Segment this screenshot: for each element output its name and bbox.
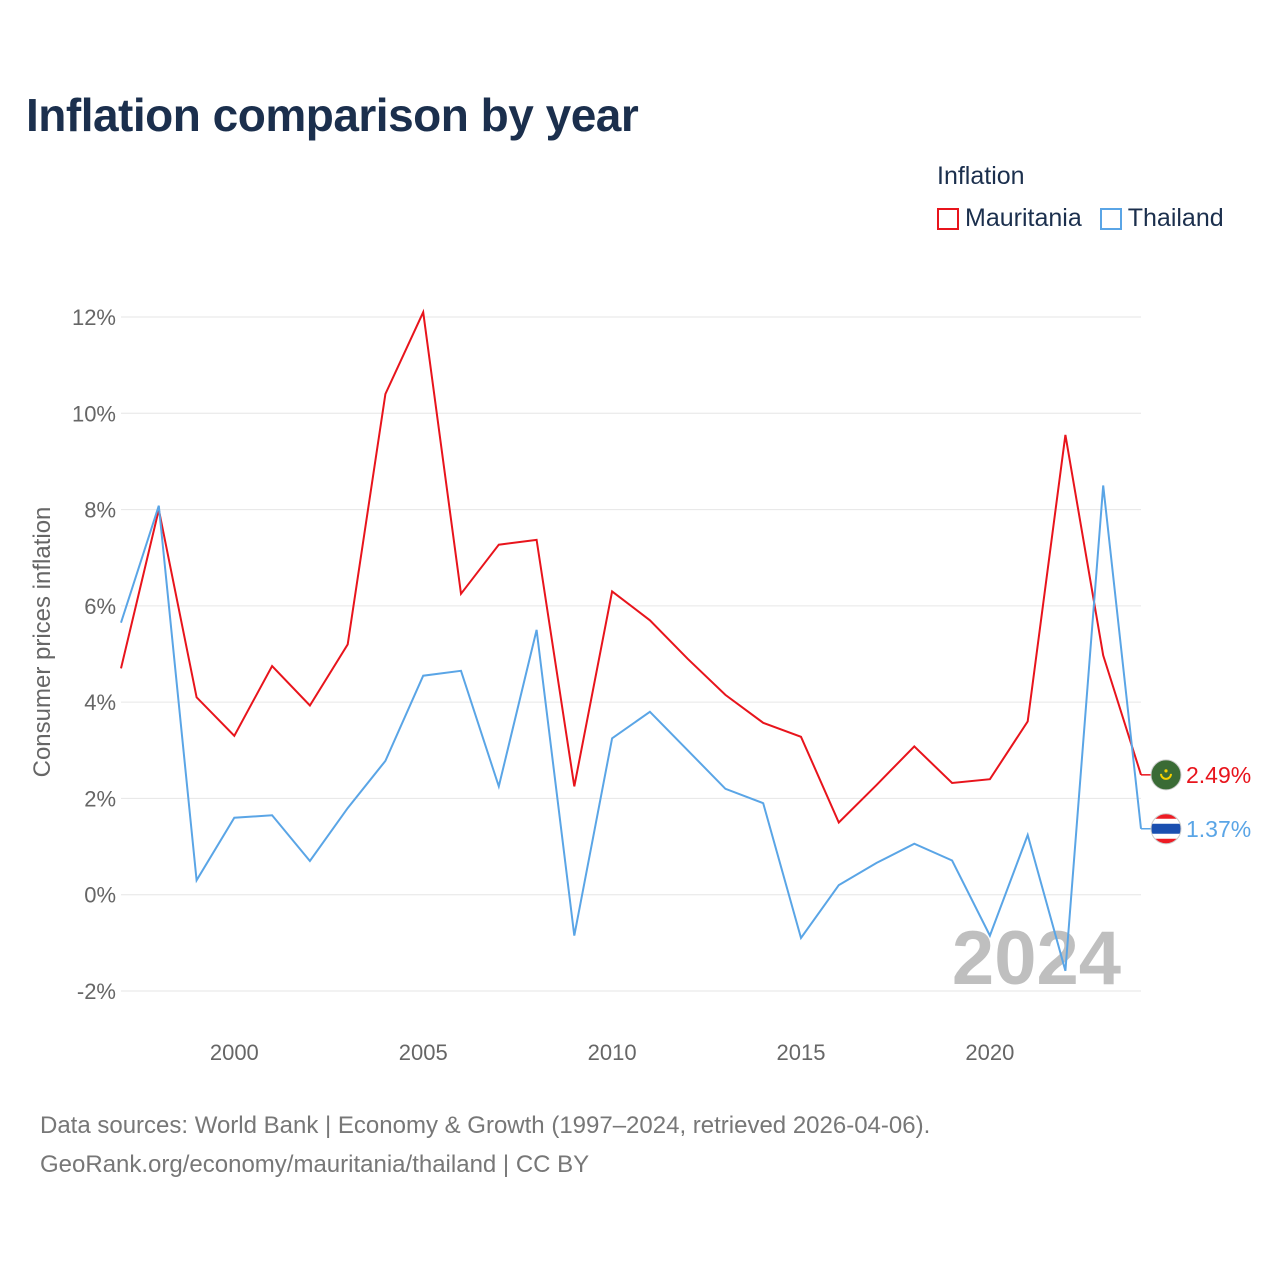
legend-label-thailand: Thailand: [1127, 204, 1224, 232]
legend-swatch-mauritania: [937, 207, 959, 230]
x-tick-label: 2000: [210, 1040, 259, 1065]
chart-title: Inflation comparison by year: [26, 89, 639, 141]
series-lines: [120, 308, 1142, 972]
end-value-label-mauritania: 2.49%: [1186, 762, 1251, 788]
y-tick-label: 12%: [72, 305, 116, 330]
footer: Data sources: World Bank | Economy & Gro…: [40, 1106, 930, 1184]
x-axis-ticks: 2000 2005 2010 2015 2020: [210, 1040, 1015, 1065]
y-tick-label: 2%: [84, 786, 116, 811]
legend-title: Inflation: [937, 162, 1025, 190]
y-tick-label: 10%: [72, 401, 116, 426]
y-tick-label: 4%: [84, 690, 116, 715]
legend-item-mauritania[interactable]: Mauritania: [937, 204, 1082, 233]
series-end-labels: 2.49% 1.37%: [1141, 759, 1251, 845]
x-tick-label: 2015: [777, 1040, 826, 1065]
data-source-text: Data sources: World Bank | Economy & Gro…: [40, 1112, 931, 1139]
y-axis-label: Consumer prices inflation: [29, 507, 56, 778]
legend-label-mauritania: Mauritania: [965, 204, 1082, 232]
gridlines: [121, 316, 1141, 992]
source-link-text[interactable]: GeoRank.org/economy/mauritania/thailand …: [40, 1151, 590, 1178]
y-tick-label: 0%: [84, 883, 116, 908]
x-tick-label: 2020: [965, 1040, 1014, 1065]
y-tick-label: 6%: [84, 594, 116, 619]
year-watermark: 2024: [952, 916, 1121, 1001]
mauritania-flag-icon: [1150, 759, 1182, 791]
series-line-mauritania: [120, 308, 1142, 825]
series-line-thailand: [120, 485, 1142, 972]
y-axis-ticks: -2% 0% 2% 4% 6% 8% 10% 12%: [72, 305, 116, 1004]
x-tick-label: 2010: [588, 1040, 637, 1065]
legend: Mauritania Thailand: [937, 204, 1224, 233]
y-tick-label: -2%: [77, 979, 116, 1004]
y-tick-label: 8%: [84, 498, 116, 523]
thailand-flag-icon: [1150, 813, 1182, 845]
inflation-line-chart: -2% 0% 2% 4% 6% 8% 10% 12% 2000 2005 2010 2015 2020…: [29, 305, 1251, 1065]
x-tick-label: 2005: [399, 1040, 448, 1065]
legend-item-thailand[interactable]: Thailand: [1099, 204, 1224, 233]
end-value-label-thailand: 1.37%: [1186, 816, 1251, 842]
legend-swatch-thailand: [1099, 207, 1122, 230]
